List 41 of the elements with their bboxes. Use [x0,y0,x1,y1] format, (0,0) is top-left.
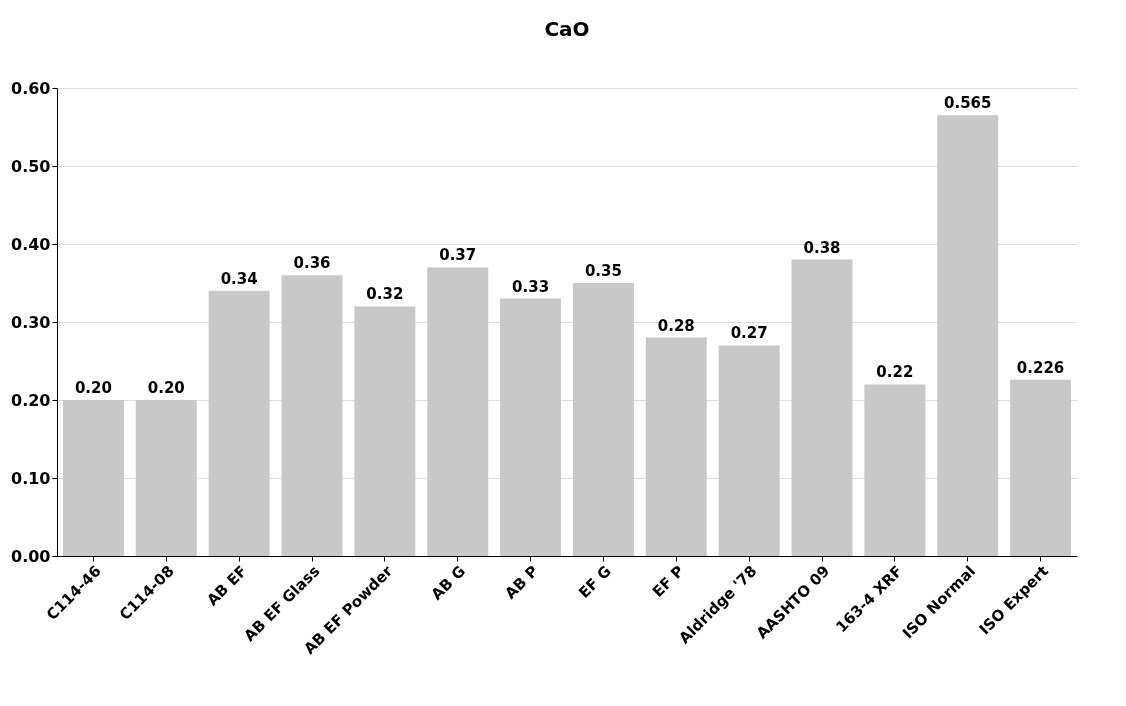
bar [1010,379,1072,556]
y-tick-label: 0.00 [11,546,51,566]
data-label: 0.38 [803,238,841,257]
bar [135,400,197,556]
data-label: 0.37 [439,246,477,265]
data-label: 0.35 [584,262,622,280]
y-tick-label: 0.20 [11,390,51,410]
data-label: 0.34 [220,269,258,288]
bar [937,115,999,556]
bar [427,267,489,556]
data-label: 0.27 [730,324,768,343]
y-tick-label: 0.40 [11,234,51,254]
x-tick-label: EF G [575,562,615,602]
bar [500,298,562,556]
data-label: 0.36 [293,254,331,273]
data-label: 0.22 [876,363,914,382]
bar [281,275,343,556]
y-tick-label: 0.10 [11,468,51,488]
x-tick-label: EF P [648,562,688,601]
data-label: 0.20 [147,379,185,397]
x-tick-label: AB G [427,562,470,604]
bar [572,283,634,556]
y-tick-label: 0.30 [11,312,51,332]
y-tick-label: 0.60 [11,78,51,98]
data-label: 0.20 [74,379,112,397]
data-label: 0.565 [943,94,992,113]
bar [208,290,270,556]
data-label: 0.28 [657,316,695,335]
data-label: 0.33 [512,277,550,296]
bar [864,384,926,556]
data-label: 0.32 [366,285,404,304]
data-label: 0.226 [1016,358,1065,377]
bar [791,259,853,556]
bar [718,345,780,556]
x-tick-label: AB EF [203,562,251,610]
x-tick-label: AB P [501,562,542,603]
bar [62,400,124,556]
bar [354,306,416,556]
bar [645,337,707,556]
chart-title: CaO [544,17,590,41]
y-tick-label: 0.50 [11,156,51,176]
